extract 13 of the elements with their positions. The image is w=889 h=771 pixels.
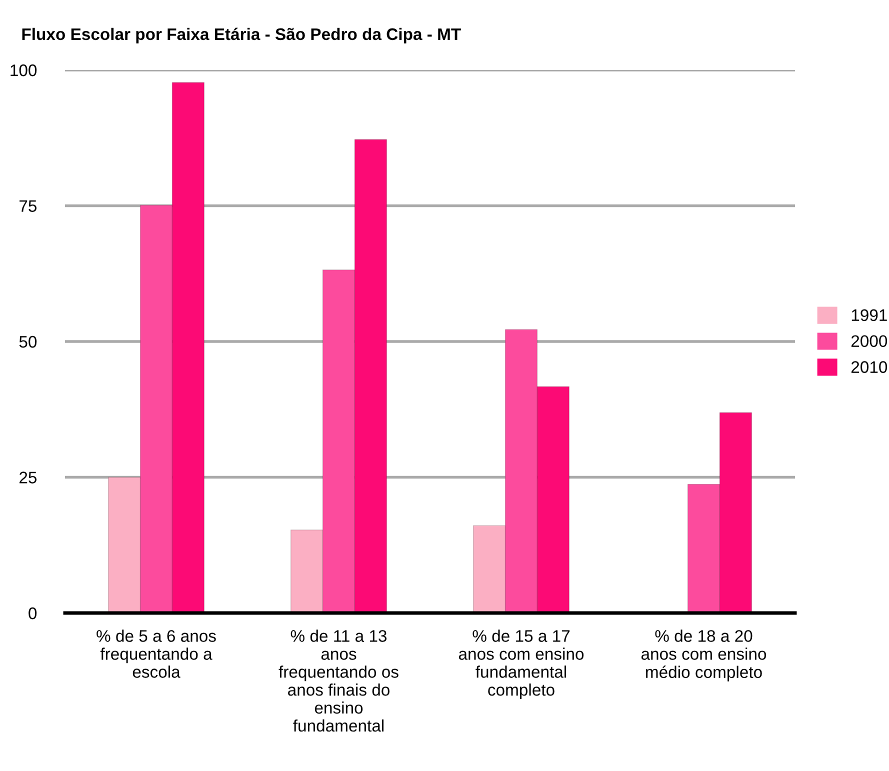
y-tick-label: 25 (20, 472, 37, 484)
x-tick-label: % de 11 a 13 anos frequentando os anos finais do ensino fundamental (278, 630, 398, 732)
x-tick-label: % de 5 a 6 anos frequentando a escola (96, 630, 216, 678)
y-tick-label: 0 (28, 607, 37, 620)
y-tick-label: 75 (20, 200, 37, 212)
legend-label: 2000 (851, 335, 888, 348)
y-tick-label: 100 (10, 64, 37, 76)
legend-label: 2010 (851, 361, 888, 373)
chart-title: Fluxo Escolar por Faixa Etária - São Pedro da Cipa - MT (22, 28, 461, 44)
x-tick-label: % de 15 a 17 anos com ensino fundamental completo (458, 630, 584, 700)
x-tick-label: % de 18 a 20 anos com ensino médio completo (641, 630, 766, 682)
y-tick-label: 50 (19, 336, 37, 348)
legend-label: 1991 (852, 309, 887, 322)
